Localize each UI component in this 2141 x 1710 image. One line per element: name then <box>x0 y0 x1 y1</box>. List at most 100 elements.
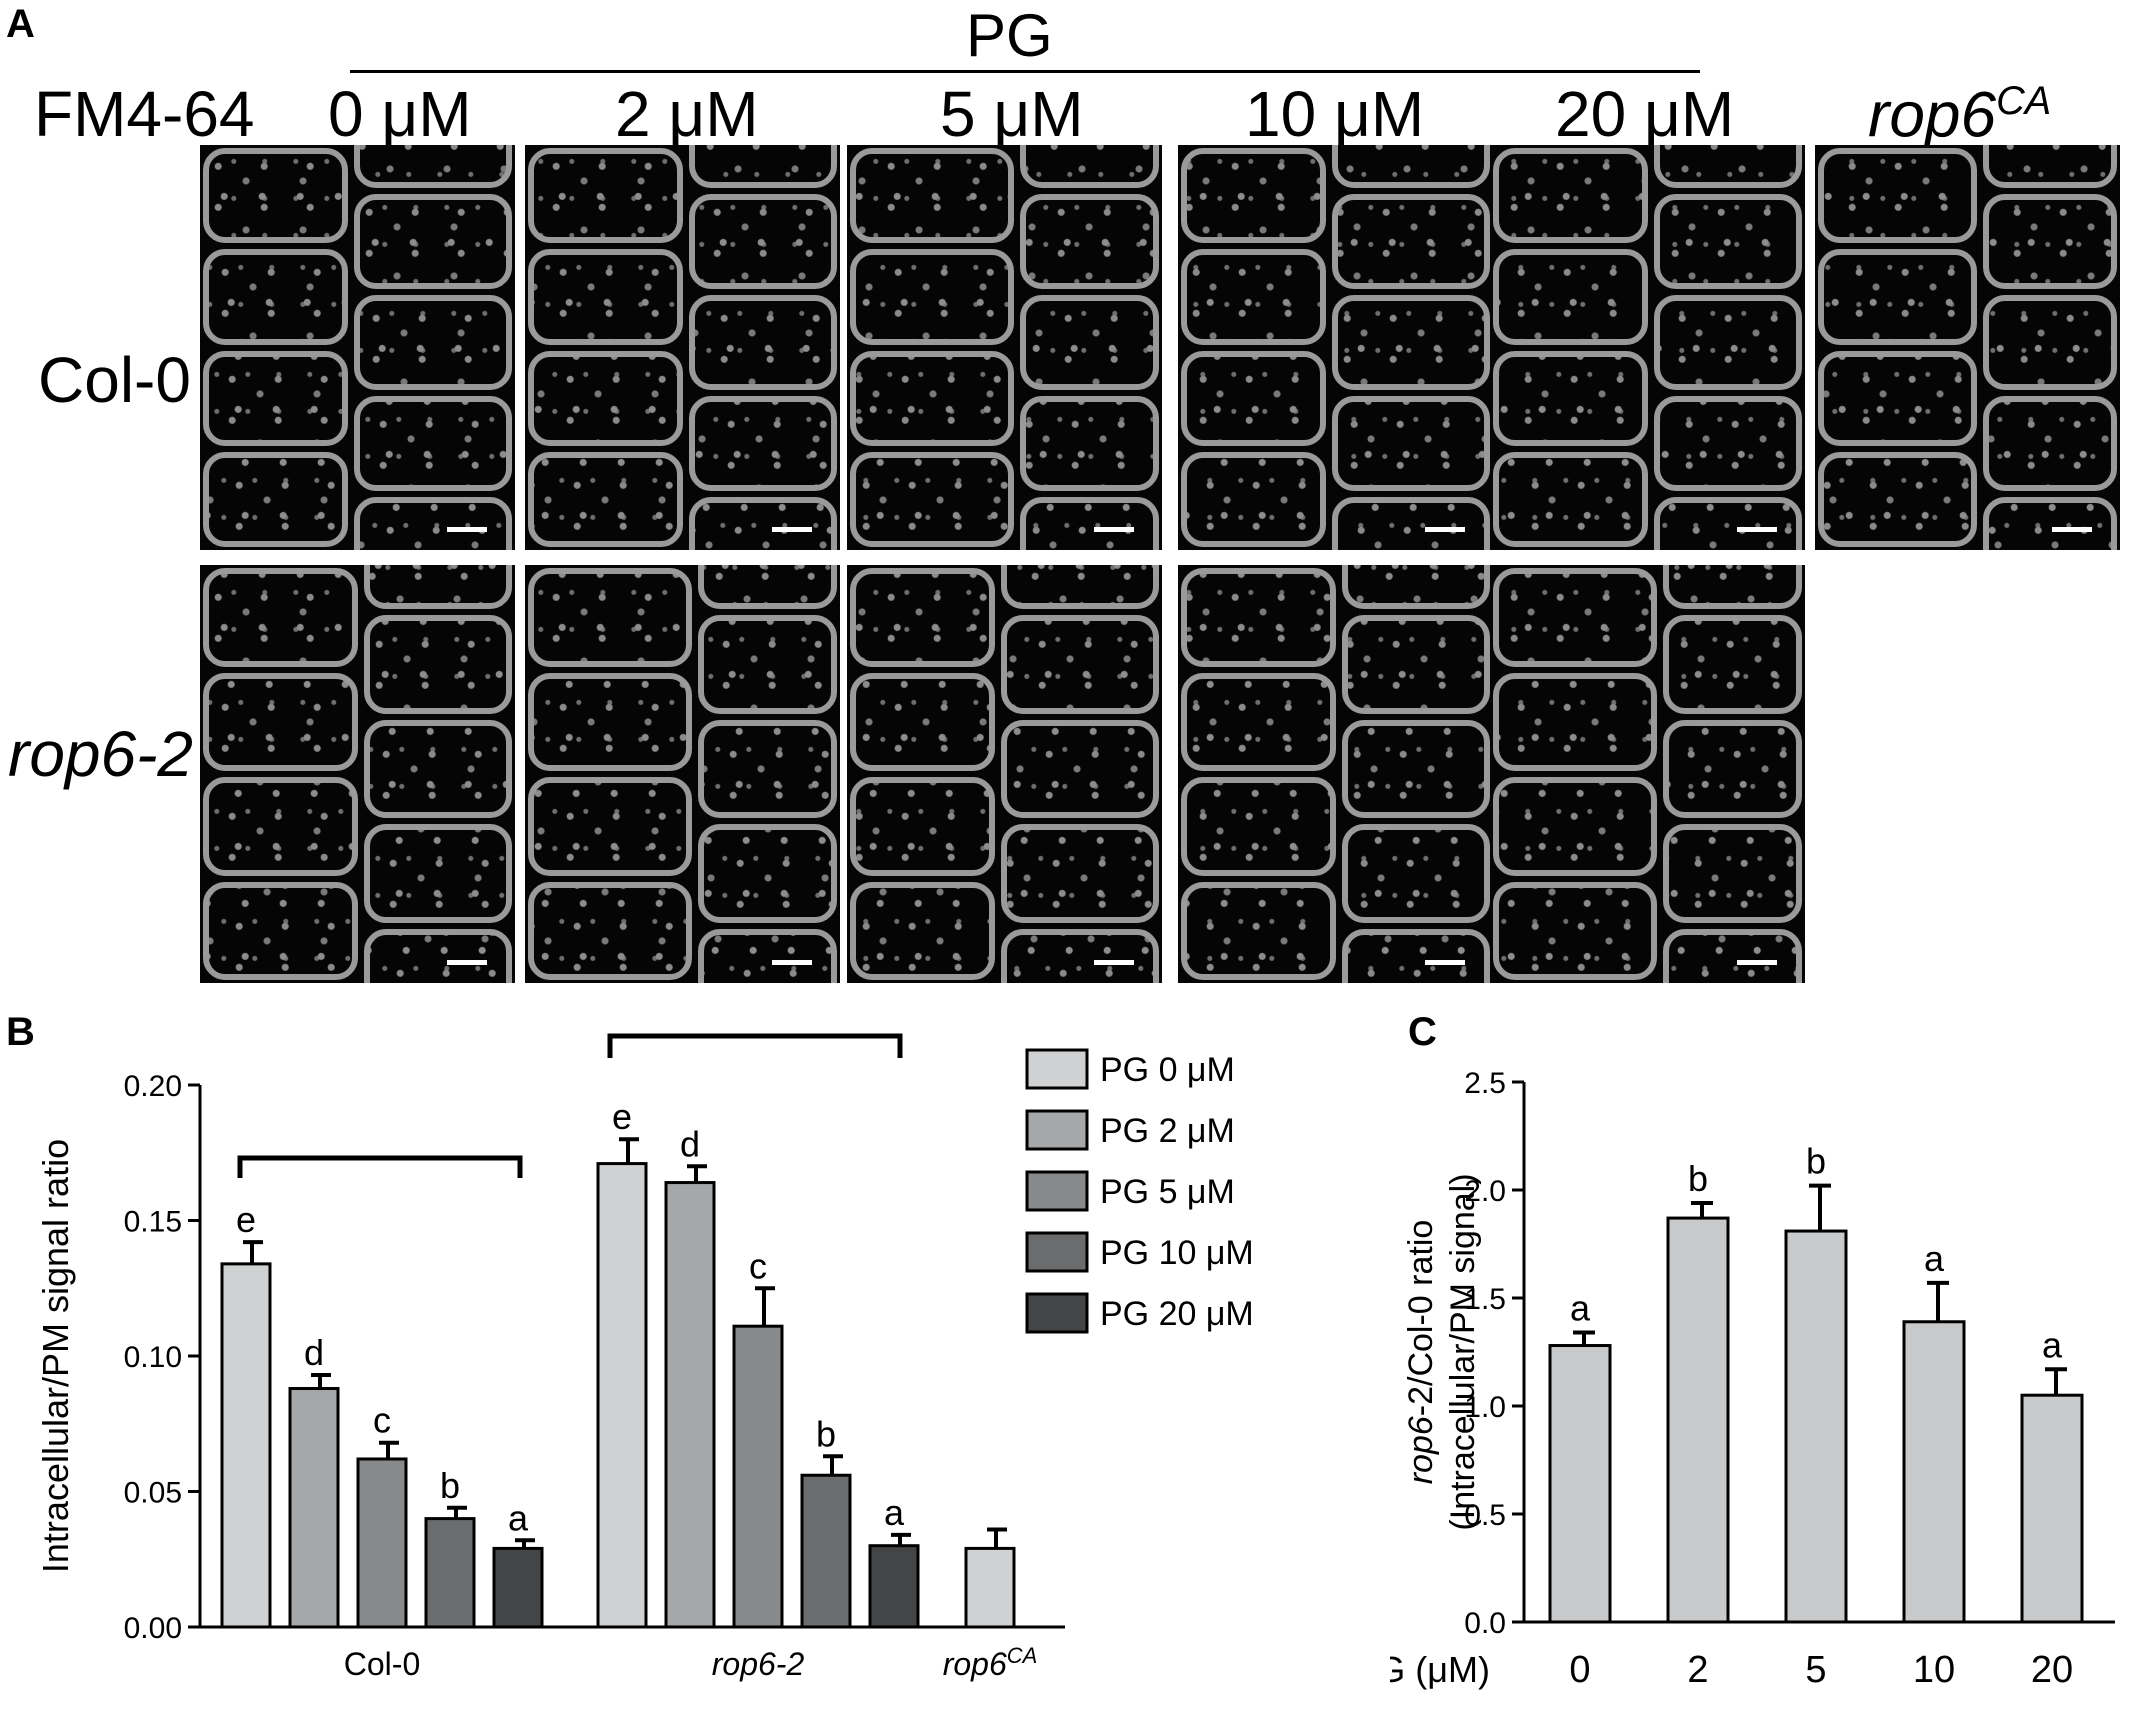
micrograph-tile <box>1490 565 1805 983</box>
cell-outline <box>689 497 837 550</box>
conc-label-20: 20 μM <box>1555 78 1735 150</box>
legend-swatch <box>1025 1109 1089 1151</box>
y-tick-label: 2.0 <box>1464 1175 1506 1208</box>
cell-outline <box>1818 350 1977 446</box>
significance-letter: a <box>1570 1288 1591 1329</box>
cell-outline <box>1983 294 2117 391</box>
rop6ca-header: rop6CA <box>1868 78 2052 151</box>
micrograph-tile <box>200 565 515 983</box>
cell-outline <box>1818 451 1977 547</box>
cell-outline <box>1493 350 1648 446</box>
scale-bar <box>447 960 487 965</box>
bar <box>732 1324 784 1629</box>
cell-outline <box>689 193 837 289</box>
cell-outline <box>1332 497 1490 550</box>
significance-letter: a <box>508 1497 529 1538</box>
cell-outline <box>1020 294 1159 391</box>
x-tick-label: 10 <box>1913 1649 1955 1691</box>
bar <box>596 1162 648 1629</box>
x-tick-label: 5 <box>1805 1649 1826 1691</box>
cell-outline <box>1493 777 1657 876</box>
cell-outline <box>698 719 837 819</box>
cell-outline <box>354 396 512 492</box>
cell-outline <box>850 451 1014 547</box>
cell-outline <box>1663 824 1802 923</box>
y-tick-label: 0.20 <box>124 1070 182 1103</box>
micrograph-tile <box>847 145 1162 550</box>
cell-outline <box>1181 777 1336 876</box>
legend-label: PG 0 μM <box>1100 1051 1235 1089</box>
scale-bar <box>2052 527 2092 532</box>
cell-outline <box>528 350 683 446</box>
cell-outline <box>698 928 837 983</box>
significance-letter: e <box>236 1199 256 1240</box>
significance-letter: b <box>816 1413 836 1454</box>
legend-swatch <box>1025 1170 1089 1212</box>
cell-outline <box>354 497 512 550</box>
significance-letter: b <box>440 1465 460 1506</box>
micrograph-tile <box>1815 145 2120 550</box>
cell-outline <box>1493 451 1648 547</box>
bar <box>492 1546 544 1629</box>
cell-outline <box>1342 928 1490 983</box>
pg-header-line <box>350 70 1700 73</box>
bar <box>356 1457 408 1629</box>
scale-bar <box>447 527 487 532</box>
cell-outline <box>1654 193 1802 289</box>
cell-outline <box>528 777 692 876</box>
cell-outline <box>1181 568 1336 667</box>
significance-letter: c <box>749 1245 767 1286</box>
row-label-col0: Col-0 <box>38 344 191 416</box>
cell-outline <box>850 672 995 771</box>
pg-header: PG <box>966 2 1053 69</box>
cell-outline <box>1983 145 2117 188</box>
micrograph-tile <box>200 145 515 550</box>
cell-outline <box>1181 350 1326 446</box>
x-tick-label: 0 <box>1569 1649 1590 1691</box>
chart-b: 0.00 0.05 0.10 0.15 0.20 Intracellular/PM sig… <box>35 1033 1254 1682</box>
cell-outline <box>1001 565 1159 610</box>
cell-outline <box>203 350 348 446</box>
cell-outline <box>203 777 358 876</box>
cell-outline <box>203 568 358 667</box>
cell-outline <box>1001 719 1159 819</box>
cell-outline <box>1181 672 1336 771</box>
y-axis-label: rop6-2/Col-0 ratio <box>1402 1220 1440 1485</box>
cell-outline <box>1001 615 1159 714</box>
cell-outline <box>689 396 837 492</box>
cell-outline <box>1983 396 2117 492</box>
cell-outline <box>689 145 837 188</box>
bar <box>288 1387 340 1629</box>
conc-label-10: 10 μM <box>1245 78 1425 150</box>
scale-bar <box>1094 960 1134 965</box>
cell-outline <box>850 568 995 667</box>
legend-swatch <box>1025 1231 1089 1273</box>
cell-outline <box>1342 824 1490 923</box>
micrograph-tile <box>1178 565 1493 983</box>
cell-outline <box>364 615 512 714</box>
significance-letter: b <box>1688 1158 1708 1199</box>
cell-outline <box>850 881 995 980</box>
bar <box>868 1544 920 1629</box>
y-tick-label: 0.05 <box>124 1477 182 1510</box>
legend-label: PG 2 μM <box>1100 1112 1235 1150</box>
cell-outline <box>364 824 512 923</box>
cell-outline <box>1663 565 1802 610</box>
cell-outline <box>528 672 692 771</box>
panel-b-letter: B <box>6 1010 35 1054</box>
cell-outline <box>203 249 348 345</box>
y-tick-label: 0.00 <box>124 1612 182 1645</box>
bar <box>424 1517 476 1629</box>
cell-outline <box>203 672 358 771</box>
legend-label: PG 5 μM <box>1100 1173 1235 1211</box>
cell-outline <box>698 824 837 923</box>
scale-bar <box>1737 960 1777 965</box>
cell-outline <box>528 568 692 667</box>
cell-outline <box>1181 148 1326 244</box>
bar <box>1902 1320 1966 1624</box>
cell-outline <box>528 249 683 345</box>
bar <box>2020 1393 2084 1624</box>
cell-outline <box>1493 568 1657 667</box>
scale-bar <box>1737 527 1777 532</box>
cell-outline <box>1983 193 2117 289</box>
